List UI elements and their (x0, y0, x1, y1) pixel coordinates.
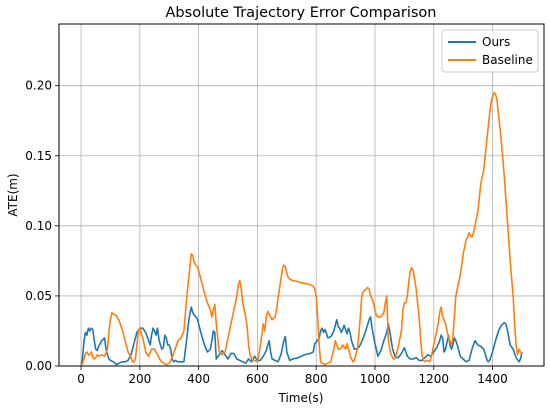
y-tick-label: 0.10 (25, 219, 52, 233)
x-tick-label: 800 (305, 372, 328, 386)
plot-frame (58, 23, 545, 367)
x-tick-label: 1200 (418, 372, 449, 386)
legend-label-ours: Ours (482, 35, 510, 49)
y-tick-label: 0.20 (25, 79, 52, 93)
x-tick-label: 1400 (477, 372, 508, 386)
x-tick-label: 400 (187, 372, 210, 386)
series-line-baseline (80, 91, 523, 366)
series-line-ours (80, 306, 523, 366)
y-tick-label: 0.05 (25, 289, 52, 303)
y-tick-label: 0.00 (25, 359, 52, 373)
y-axis-title: ATE(m) (6, 173, 20, 216)
x-tick-label: 0 (77, 372, 85, 386)
series-layer (80, 91, 523, 366)
x-tick-label: 1000 (360, 372, 391, 386)
legend-label-baseline: Baseline (482, 53, 533, 67)
x-axis-title: Time(s) (278, 391, 324, 405)
x-tick-label: 600 (246, 372, 269, 386)
legend: Ours Baseline (441, 29, 539, 73)
x-tick-label: 200 (128, 372, 151, 386)
chart-title: Absolute Trajectory Error Comparison (166, 5, 437, 21)
legend-box (441, 29, 539, 73)
y-axis-ticks: 0.00 0.05 0.10 0.15 0.20 (25, 79, 59, 373)
x-axis-ticks: 0 200 400 600 800 1000 1200 1400 (77, 366, 508, 386)
y-tick-label: 0.15 (25, 149, 52, 163)
